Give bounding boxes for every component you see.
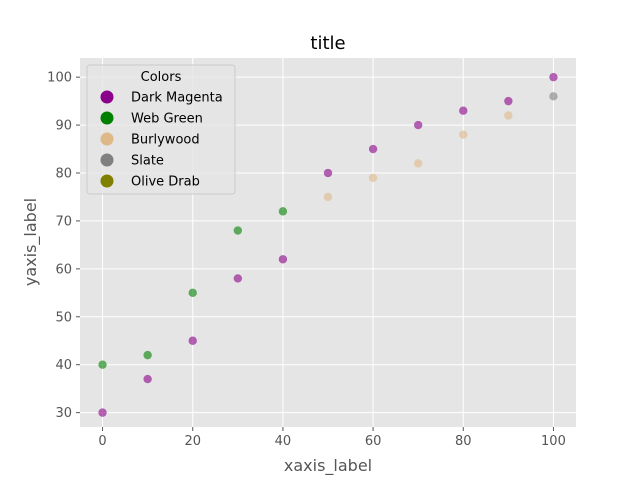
data-point [549, 92, 558, 101]
legend-marker [100, 111, 114, 125]
legend-label: Slate [131, 154, 164, 169]
data-point [323, 192, 333, 202]
data-point [459, 130, 468, 139]
legend-label: Burlywood [131, 133, 200, 148]
legend-marker [100, 132, 114, 146]
chart-title: title [310, 33, 345, 54]
x-tick-label: 40 [275, 434, 292, 449]
legend-title: Colors [141, 70, 182, 85]
legend: Colors Dark Magenta Web Green Burlywood Sla… [86, 64, 236, 195]
x-axis-label: xaxis_label [284, 456, 372, 476]
y-tick-label: 50 [55, 310, 72, 325]
x-tick-label: 60 [365, 434, 382, 449]
y-tick-label: 90 [55, 119, 72, 134]
data-point [413, 159, 423, 168]
data-point [98, 360, 107, 369]
x-tick-label: 20 [184, 434, 201, 449]
data-point [413, 120, 423, 130]
data-point [504, 96, 513, 106]
y-tick-label: 80 [55, 167, 72, 182]
y-tick-label: 60 [55, 262, 72, 277]
legend-entries: Dark Magenta Web Green Burlywood Slate Olive… [100, 90, 223, 190]
data-point [143, 350, 152, 360]
data-point [549, 72, 558, 82]
legend-marker [100, 153, 114, 167]
legend-label: Dark Magenta [131, 91, 223, 106]
data-point [368, 173, 378, 183]
legend-label: Web Green [131, 112, 203, 127]
legend-box [86, 64, 236, 195]
x-tick-label: 80 [455, 434, 472, 449]
data-point [188, 336, 197, 345]
data-point [278, 207, 288, 216]
y-tick-label: 40 [55, 358, 72, 373]
data-point [278, 255, 288, 264]
legend-label: Olive Drab [131, 175, 200, 190]
y-axis-label: yaxis_label [21, 198, 41, 286]
data-point [188, 288, 197, 298]
data-point [504, 111, 513, 120]
x-tick-label: 100 [541, 434, 566, 449]
data-point [233, 226, 243, 235]
legend-marker [100, 174, 114, 188]
y-tick-label: 70 [55, 214, 72, 229]
data-point [368, 144, 378, 154]
data-point [323, 168, 333, 178]
x-tick-label: 0 [98, 434, 106, 449]
data-point [459, 106, 468, 115]
data-points [98, 72, 558, 417]
data-point [233, 274, 243, 283]
data-point [98, 408, 107, 417]
y-tick-label: 100 [47, 71, 72, 86]
data-point [143, 374, 152, 384]
y-tick-label: 30 [55, 406, 72, 421]
axis-ticks: 0 20 40 60 80 100 30 40 50 60 70 80 90 100 [47, 71, 566, 449]
legend-marker [100, 90, 114, 104]
